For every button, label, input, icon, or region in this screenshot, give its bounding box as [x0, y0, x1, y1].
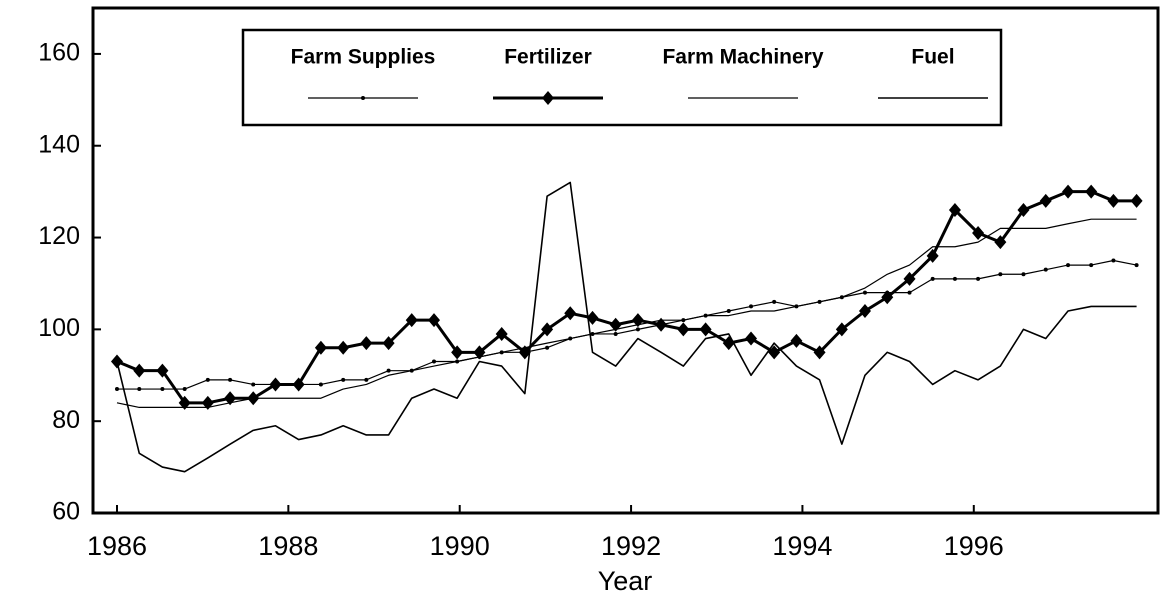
diamond-marker — [858, 304, 871, 318]
diamond-marker — [360, 336, 373, 351]
dot-marker — [137, 387, 142, 392]
diamond-marker — [926, 248, 939, 263]
diamond-marker — [835, 322, 848, 337]
diamond-marker — [1039, 193, 1052, 208]
diamond-marker — [542, 91, 554, 105]
dot-marker — [182, 387, 187, 392]
diamond-marker — [1085, 184, 1098, 199]
diamond-marker — [881, 290, 894, 305]
diamond-marker — [382, 336, 395, 351]
diamond-marker — [337, 340, 350, 355]
diamond-marker — [133, 363, 146, 378]
diamond-marker — [677, 322, 690, 337]
dot-marker — [952, 276, 957, 281]
x-tick-label: 1996 — [944, 531, 1004, 561]
dot-marker — [1111, 258, 1116, 263]
y-tick-label: 80 — [52, 406, 80, 434]
legend-label: Farm Supplies — [291, 46, 436, 69]
diamond-marker — [541, 322, 554, 337]
diamond-marker — [269, 377, 282, 392]
diamond-marker — [903, 271, 916, 286]
dot-marker — [772, 299, 777, 304]
diamond-marker — [428, 313, 441, 328]
dot-marker — [998, 272, 1003, 277]
dot-marker — [726, 309, 731, 313]
dot-marker — [976, 276, 981, 281]
dot-marker — [930, 276, 935, 281]
dot-marker — [749, 304, 754, 309]
x-tick-label: 1992 — [601, 531, 661, 561]
dot-marker — [545, 345, 550, 350]
dot-marker — [613, 331, 618, 336]
series-line — [116, 218, 1137, 409]
x-tick-label: 1986 — [87, 531, 147, 561]
dot-marker — [1021, 272, 1026, 277]
dot-marker — [361, 96, 365, 100]
dot-marker — [432, 359, 437, 364]
plot-frame — [91, 6, 1160, 515]
diamond-marker — [451, 345, 464, 360]
dot-marker — [228, 377, 233, 382]
diamond-marker — [994, 235, 1007, 250]
diamond-marker — [699, 322, 712, 337]
legend-box — [241, 28, 1003, 127]
legend-label: Fuel — [911, 46, 954, 69]
diamond-marker — [813, 345, 826, 360]
diamond-marker — [972, 225, 985, 240]
diamond-marker — [1062, 184, 1075, 199]
dot-marker — [1043, 267, 1048, 272]
dot-marker — [1066, 263, 1071, 268]
y-tick-label: 100 — [38, 314, 80, 342]
diamond-marker — [948, 203, 961, 217]
diamond-marker — [745, 331, 758, 346]
dot-marker — [341, 377, 346, 382]
dot-marker — [907, 290, 912, 295]
dot-marker — [1089, 263, 1094, 268]
y-tick-label: 160 — [38, 39, 80, 67]
y-tick-label: 140 — [38, 130, 80, 158]
diamond-marker — [292, 377, 305, 392]
dot-marker — [318, 382, 323, 387]
diamond-marker — [1017, 203, 1030, 217]
dot-marker — [1134, 263, 1139, 268]
diamond-marker — [405, 313, 418, 328]
diamond-marker — [586, 310, 599, 325]
diamond-marker — [768, 345, 781, 360]
diamond-marker — [178, 395, 191, 410]
legend-label: Farm Machinery — [662, 46, 823, 69]
dot-marker — [386, 368, 391, 373]
series-line — [116, 259, 1137, 390]
dot-marker — [364, 377, 369, 382]
dot-marker — [205, 377, 210, 382]
diamond-marker — [495, 326, 508, 341]
series-line — [116, 190, 1137, 405]
dot-marker — [635, 327, 640, 332]
diamond-marker — [790, 333, 803, 348]
dot-marker — [862, 290, 867, 295]
diamond-marker — [564, 306, 577, 321]
dot-marker — [251, 382, 256, 387]
dot-marker — [114, 387, 119, 392]
dot-marker — [160, 387, 165, 392]
y-tick-label: 60 — [52, 498, 80, 526]
x-tick-label: 1994 — [772, 531, 832, 561]
diamond-marker — [1130, 193, 1143, 208]
series-line — [116, 181, 1137, 473]
diamond-marker — [156, 363, 169, 378]
legend-label: Fertilizer — [504, 46, 592, 69]
x-tick-label: 1990 — [430, 531, 490, 561]
x-tick-label: 1988 — [258, 531, 318, 561]
x-axis-label: Year — [598, 566, 653, 596]
diamond-marker — [1107, 193, 1120, 208]
diamond-marker — [314, 340, 327, 355]
y-tick-label: 120 — [38, 222, 80, 250]
